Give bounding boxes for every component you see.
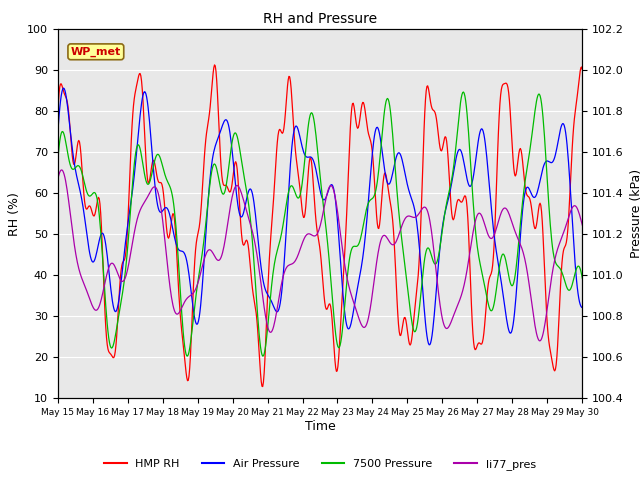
HMP RH	[170, 216, 178, 221]
li77_pres	[54, 177, 61, 183]
7500 Pressure	[54, 160, 61, 166]
7500 Pressure	[63, 147, 71, 153]
HMP RH	[63, 98, 71, 104]
7500 Pressure	[198, 251, 206, 257]
Text: WP_met: WP_met	[70, 47, 121, 57]
X-axis label: Time: Time	[305, 420, 335, 433]
7500 Pressure	[170, 207, 178, 213]
HMP RH	[385, 192, 393, 197]
li77_pres	[172, 310, 179, 315]
HMP RH	[54, 116, 61, 121]
Y-axis label: Pressure (kPa): Pressure (kPa)	[630, 169, 640, 258]
Air Pressure	[385, 181, 392, 187]
Legend: HMP RH, Air Pressure, 7500 Pressure, li77_pres: HMP RH, Air Pressure, 7500 Pressure, li7…	[100, 455, 540, 474]
li77_pres	[579, 223, 586, 228]
Title: RH and Pressure: RH and Pressure	[263, 12, 377, 26]
Air Pressure	[426, 342, 433, 348]
Air Pressure	[579, 305, 586, 311]
HMP RH	[259, 384, 266, 389]
HMP RH	[211, 62, 218, 68]
Air Pressure	[54, 132, 61, 138]
Air Pressure	[60, 85, 67, 91]
Y-axis label: RH (%): RH (%)	[8, 192, 21, 236]
7500 Pressure	[400, 251, 408, 257]
Air Pressure	[400, 164, 408, 169]
Line: Air Pressure: Air Pressure	[58, 88, 582, 345]
7500 Pressure	[579, 276, 586, 282]
HMP RH	[579, 67, 586, 73]
7500 Pressure	[259, 353, 266, 359]
7500 Pressure	[385, 96, 392, 102]
li77_pres	[58, 167, 65, 173]
HMP RH	[401, 315, 408, 321]
Air Pressure	[199, 276, 207, 281]
li77_pres	[400, 219, 408, 225]
li77_pres	[385, 237, 392, 243]
Line: li77_pres: li77_pres	[58, 170, 582, 341]
li77_pres	[118, 278, 125, 284]
li77_pres	[64, 192, 72, 198]
li77_pres	[199, 262, 207, 267]
Air Pressure	[118, 273, 125, 278]
HMP RH	[198, 190, 206, 196]
7500 Pressure	[117, 299, 125, 305]
HMP RH	[117, 267, 125, 273]
li77_pres	[536, 338, 544, 344]
Line: HMP RH: HMP RH	[58, 65, 582, 386]
7500 Pressure	[460, 89, 467, 95]
Air Pressure	[172, 237, 179, 243]
Air Pressure	[64, 106, 72, 111]
Line: 7500 Pressure: 7500 Pressure	[58, 92, 582, 356]
